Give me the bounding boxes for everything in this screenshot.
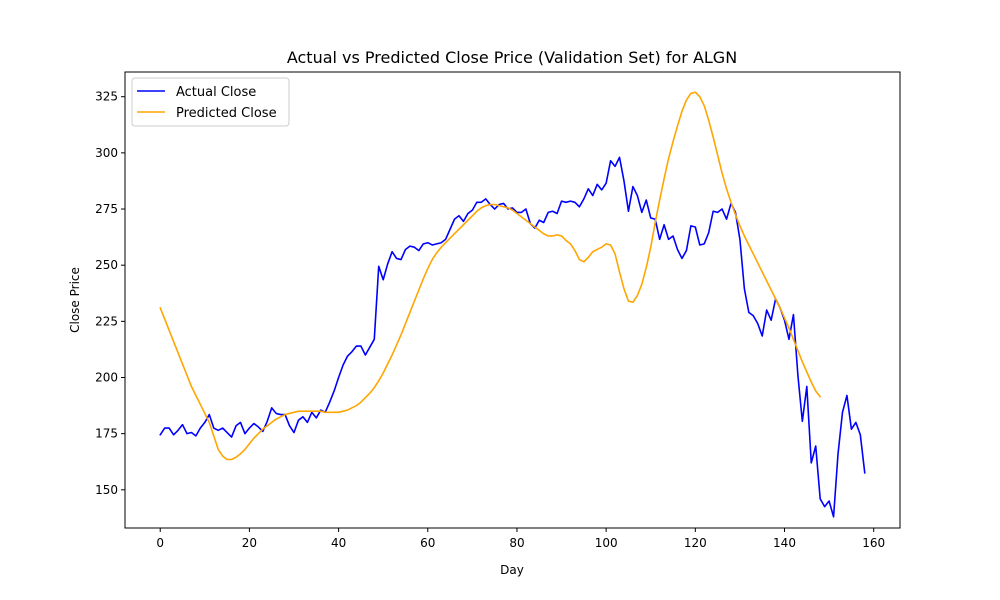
y-axis-label: Close Price — [68, 267, 82, 333]
x-tick-label: 20 — [242, 536, 257, 550]
x-tick-label: 140 — [773, 536, 796, 550]
x-tick-label: 80 — [509, 536, 524, 550]
y-tick-label: 175 — [95, 427, 118, 441]
x-axis-label: Day — [500, 563, 524, 577]
y-tick-label: 250 — [95, 258, 118, 272]
y-tick-label: 200 — [95, 370, 118, 384]
y-axis: 150 175 200 225 250 275 300 325 — [95, 90, 125, 497]
y-tick-label: 325 — [95, 90, 118, 104]
x-tick-label: 100 — [595, 536, 618, 550]
x-tick-label: 120 — [684, 536, 707, 550]
series-line-actual-close — [159, 156, 866, 518]
plot-area — [124, 71, 901, 529]
x-tick-label: 0 — [156, 536, 164, 550]
series-lines — [159, 91, 866, 518]
x-tick-label: 160 — [862, 536, 885, 550]
chart-title: Actual vs Predicted Close Price (Validat… — [287, 48, 737, 67]
x-axis: 0 20 40 60 80 100 120 140 160 — [156, 528, 885, 550]
y-tick-label: 225 — [95, 314, 118, 328]
legend-label: Actual Close — [176, 85, 256, 100]
legend-box — [131, 77, 290, 127]
y-tick-label: 150 — [95, 483, 118, 497]
x-tick-label: 40 — [331, 536, 346, 550]
x-tick-label: 60 — [420, 536, 435, 550]
y-tick-label: 275 — [95, 202, 118, 216]
y-tick-label: 300 — [95, 146, 118, 160]
series-line-predicted-close — [159, 91, 821, 461]
legend-label: Predicted Close — [176, 106, 277, 121]
legend: Actual Close Predicted Close — [131, 77, 290, 127]
